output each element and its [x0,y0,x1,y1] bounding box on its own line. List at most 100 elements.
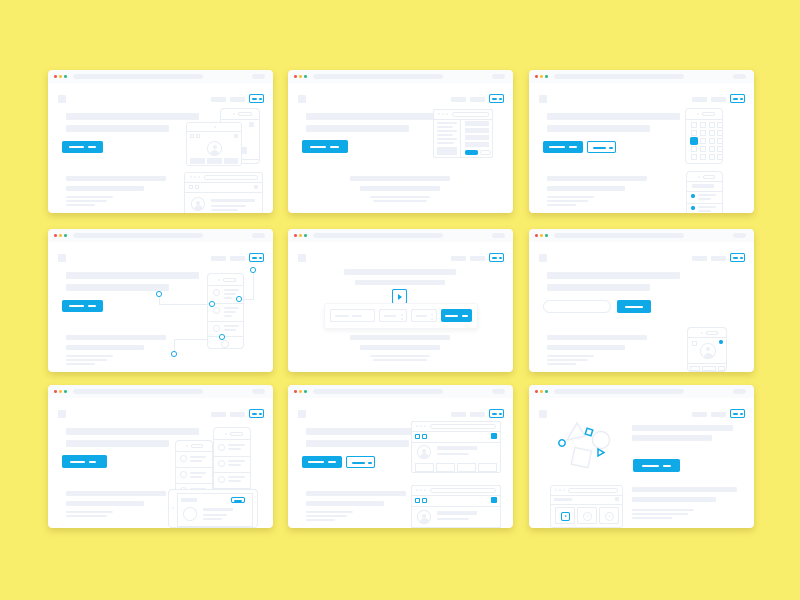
address-bar[interactable] [554,74,684,79]
minimize-dot-icon[interactable] [299,234,302,237]
close-dot-icon[interactable] [535,234,538,237]
email-input-field[interactable] [543,300,611,313]
text-placeholder [66,501,144,506]
zoom-dot-icon[interactable] [64,234,67,237]
minimize-dot-icon[interactable] [540,234,543,237]
browser-action-button[interactable] [733,389,746,394]
submit-button[interactable] [441,309,472,322]
subscribe-button[interactable] [617,300,651,313]
cta-button-outline[interactable] [587,141,616,153]
nav-link[interactable] [711,256,726,261]
browser-action-button[interactable] [492,389,505,394]
nav-link[interactable] [711,97,726,102]
zoom-dot-icon[interactable] [545,390,548,393]
nav-cta-button[interactable] [249,94,264,103]
connector-dot-icon[interactable] [236,296,242,302]
minimize-dot-icon[interactable] [299,75,302,78]
nav-link[interactable] [211,412,226,417]
close-dot-icon[interactable] [294,234,297,237]
cta-button-pill[interactable] [302,140,348,153]
line [551,504,622,505]
nav-link[interactable] [451,256,466,261]
close-dot-icon[interactable] [294,390,297,393]
minimize-dot-icon[interactable] [59,75,62,78]
connector-dot-icon[interactable] [250,267,256,273]
nav-link[interactable] [211,97,226,102]
browser-action-button[interactable] [733,233,746,238]
address-bar[interactable] [73,389,203,394]
select-field[interactable] [411,309,437,322]
zoom-dot-icon[interactable] [64,75,67,78]
cta-button-pill[interactable] [633,459,680,472]
nav-link[interactable] [692,97,707,102]
address-bar[interactable] [73,74,203,79]
nav-cta-button[interactable] [730,253,745,262]
connector-dot-icon[interactable] [219,334,225,340]
address-bar[interactable] [313,74,443,79]
nav-cta-button[interactable] [489,253,504,262]
zoom-dot-icon[interactable] [64,390,67,393]
address-bar[interactable] [313,233,443,238]
close-dot-icon[interactable] [54,390,57,393]
nav-cta-button[interactable] [730,409,745,418]
play-icon[interactable] [392,289,407,304]
cta-button-pill[interactable] [62,455,107,468]
video-thumbnail[interactable] [599,507,619,524]
zoom-dot-icon[interactable] [304,390,307,393]
minimize-dot-icon[interactable] [59,234,62,237]
browser-action-button[interactable] [252,233,265,238]
nav-link[interactable] [470,256,485,261]
close-dot-icon[interactable] [54,75,57,78]
nav-link[interactable] [711,412,726,417]
nav-link[interactable] [451,412,466,417]
browser-action-button[interactable] [492,233,505,238]
nav-link[interactable] [692,412,707,417]
nav-cta-button[interactable] [489,409,504,418]
cta-button-outline[interactable] [346,456,375,468]
close-dot-icon[interactable] [54,234,57,237]
connector-dot-icon[interactable] [171,351,177,357]
minimize-dot-icon[interactable] [540,75,543,78]
nav-link[interactable] [230,256,245,261]
cta-button-solid[interactable] [62,141,103,153]
nav-link[interactable] [451,97,466,102]
cta-button-solid[interactable] [62,300,103,312]
connector-dot-icon[interactable] [209,301,215,307]
zoom-dot-icon[interactable] [545,234,548,237]
zoom-dot-icon[interactable] [545,75,548,78]
minimize-dot-icon[interactable] [59,390,62,393]
close-dot-icon[interactable] [535,75,538,78]
nav-link[interactable] [211,256,226,261]
input-field[interactable] [330,309,375,322]
close-dot-icon[interactable] [535,390,538,393]
video-thumbnail[interactable] [577,507,597,524]
select-field[interactable] [379,309,407,322]
zoom-dot-icon[interactable] [304,75,307,78]
cta-button-solid[interactable] [302,456,342,468]
cta-button-solid[interactable] [543,141,583,153]
zoom-dot-icon[interactable] [304,234,307,237]
connector-dot-icon[interactable] [156,291,162,297]
nav-cta-button[interactable] [249,253,264,262]
address-bar[interactable] [73,233,203,238]
browser-action-button[interactable] [492,74,505,79]
browser-action-button[interactable] [733,74,746,79]
nav-link[interactable] [692,256,707,261]
browser-action-button[interactable] [252,389,265,394]
address-bar[interactable] [313,389,443,394]
nav-cta-button[interactable] [249,409,264,418]
text-line [437,446,477,450]
nav-link[interactable] [230,412,245,417]
nav-cta-button[interactable] [730,94,745,103]
video-thumbnail-active[interactable] [555,507,575,524]
nav-link[interactable] [230,97,245,102]
minimize-dot-icon[interactable] [540,390,543,393]
address-bar[interactable] [554,389,684,394]
nav-cta-button[interactable] [489,94,504,103]
nav-link[interactable] [470,412,485,417]
minimize-dot-icon[interactable] [299,390,302,393]
browser-action-button[interactable] [252,74,265,79]
close-dot-icon[interactable] [294,75,297,78]
address-bar[interactable] [554,233,684,238]
nav-link[interactable] [470,97,485,102]
